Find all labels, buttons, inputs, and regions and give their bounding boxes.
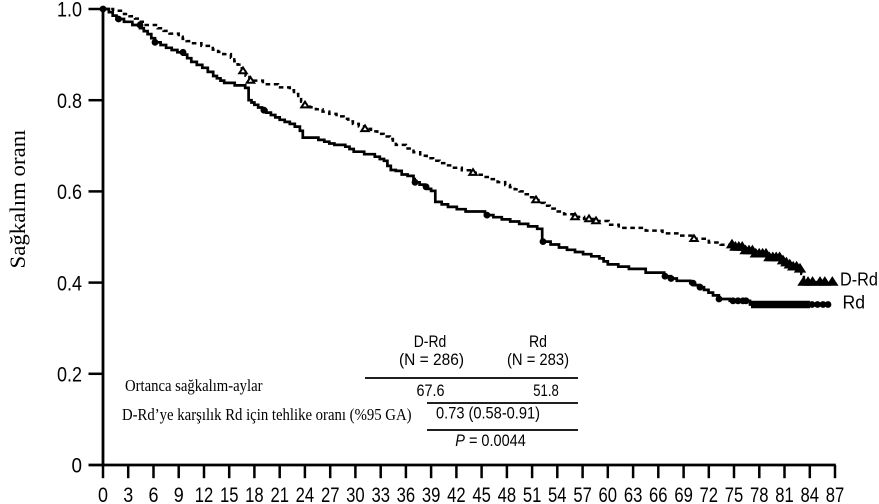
svg-text:6: 6 [149, 484, 159, 504]
svg-text:42: 42 [447, 484, 466, 504]
svg-text:24: 24 [296, 484, 315, 504]
svg-text:78: 78 [750, 484, 769, 504]
svg-text:3: 3 [123, 484, 133, 504]
svg-text:0.4: 0.4 [57, 271, 82, 295]
svg-text:60: 60 [599, 484, 618, 504]
svg-text:39: 39 [422, 484, 441, 504]
svg-text:87: 87 [826, 484, 845, 504]
svg-text:D-Rd’ye karşılık Rd için tehli: D-Rd’ye karşılık Rd için tehlike oranı (… [122, 405, 412, 424]
svg-text:75: 75 [725, 484, 744, 504]
svg-text:0.8: 0.8 [57, 89, 82, 113]
svg-text:0: 0 [72, 454, 83, 478]
svg-text:Rd: Rd [843, 293, 866, 313]
svg-text:0.73 (0.58-0.91): 0.73 (0.58-0.91) [436, 404, 540, 423]
svg-text:0: 0 [98, 484, 108, 504]
svg-text:9: 9 [174, 484, 184, 504]
svg-text:18: 18 [245, 484, 264, 504]
svg-text:D-Rd: D-Rd [840, 270, 878, 290]
svg-text:45: 45 [472, 484, 491, 504]
svg-text:63: 63 [624, 484, 643, 504]
svg-text:Sağkalım oranı: Sağkalım oranı [5, 130, 30, 269]
svg-text:1.0: 1.0 [57, 0, 82, 22]
svg-text:0.6: 0.6 [57, 180, 82, 204]
svg-text:Ortanca sağkalım-aylar: Ortanca sağkalım-aylar [125, 376, 263, 395]
svg-text:81: 81 [775, 484, 794, 504]
svg-text:66: 66 [649, 484, 668, 504]
svg-text:P = 0.0044: P = 0.0044 [455, 431, 526, 450]
svg-text:57: 57 [573, 484, 592, 504]
svg-text:(N = 286): (N = 286) [399, 350, 464, 369]
svg-text:15: 15 [220, 484, 239, 504]
svg-text:48: 48 [498, 484, 517, 504]
svg-text:69: 69 [674, 484, 693, 504]
svg-text:84: 84 [801, 484, 820, 504]
svg-text:33: 33 [371, 484, 390, 504]
svg-text:30: 30 [346, 484, 365, 504]
svg-text:(N = 283): (N = 283) [507, 350, 569, 369]
svg-text:51: 51 [523, 484, 542, 504]
svg-text:54: 54 [548, 484, 567, 504]
svg-text:Rd: Rd [529, 332, 547, 351]
svg-text:D-Rd: D-Rd [414, 332, 447, 351]
svg-text:72: 72 [700, 484, 719, 504]
svg-text:12: 12 [195, 484, 214, 504]
svg-text:51.8: 51.8 [533, 381, 559, 400]
svg-text:67.6: 67.6 [417, 381, 445, 400]
svg-text:0.2: 0.2 [57, 363, 82, 387]
svg-text:27: 27 [321, 484, 340, 504]
svg-text:21: 21 [270, 484, 289, 504]
svg-text:36: 36 [397, 484, 416, 504]
